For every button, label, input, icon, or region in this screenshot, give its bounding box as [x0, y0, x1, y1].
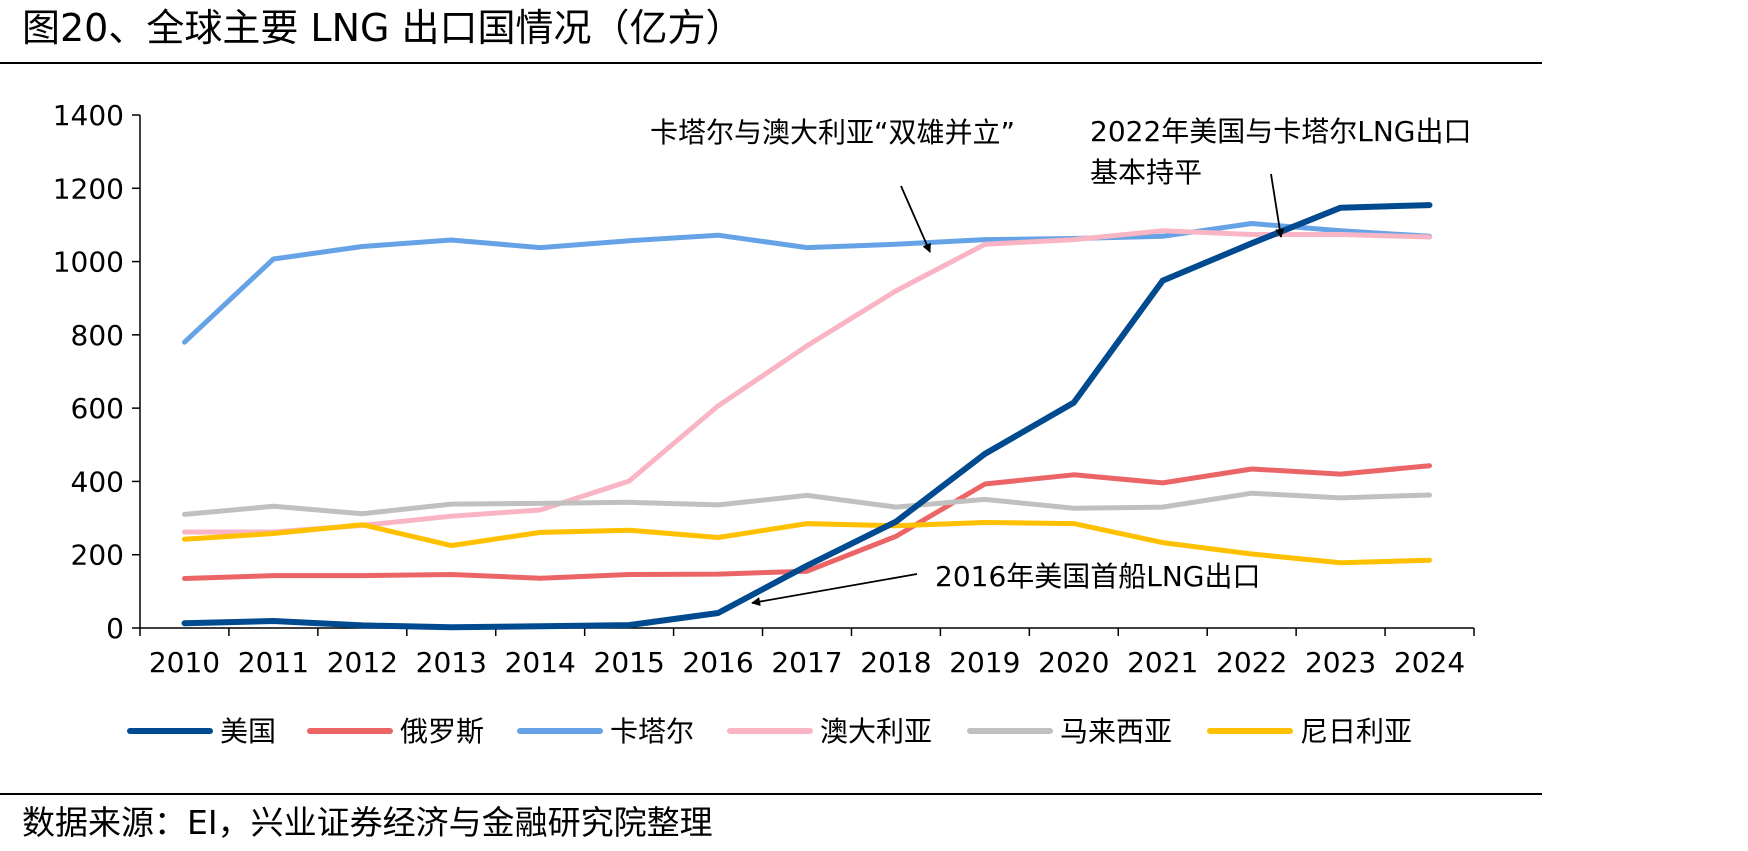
series-line-5	[182, 520, 1432, 566]
annotations: 卡塔尔与澳大利亚“双雄并立” 2022年美国与卡塔尔LNG出口 基本持平 201…	[650, 115, 1472, 607]
legend-label-2: 卡塔尔	[610, 715, 694, 748]
x-tick-label: 2012	[327, 646, 398, 679]
y-tick-label: 800	[71, 319, 124, 352]
series-line-0	[181, 202, 1433, 631]
series-line-1	[182, 463, 1432, 581]
legend-label-3: 澳大利亚	[820, 715, 932, 748]
annotation-2022-line2: 基本持平	[1090, 156, 1202, 189]
chart-title: 图20、全球主要 LNG 出口国情况（亿方）	[22, 6, 744, 50]
x-tick-label: 2024	[1394, 646, 1465, 679]
footer-divider	[0, 793, 1542, 795]
legend: 美国 俄罗斯 卡塔尔 澳大利亚 马来西亚 尼日利亚	[127, 715, 1412, 748]
x-tick-label: 2022	[1216, 646, 1287, 679]
annotation-qatar-australia-arrow	[900, 185, 931, 253]
y-tick-label: 400	[71, 465, 124, 498]
x-tick-label: 2020	[1038, 646, 1109, 679]
x-tick-label: 2019	[949, 646, 1020, 679]
y-tick-label: 600	[71, 392, 124, 425]
y-tick-label: 200	[71, 539, 124, 572]
y-tick-label: 0	[106, 612, 124, 645]
y-ticks: 0 200 400 600 800 1000 1200 1400	[53, 99, 140, 645]
series-line-2	[182, 221, 1432, 345]
x-tick-label: 2023	[1305, 646, 1376, 679]
x-tick-label: 2017	[771, 646, 842, 679]
x-tick-label: 2021	[1127, 646, 1198, 679]
title-divider	[0, 62, 1542, 64]
annotation-2016: 2016年美国首船LNG出口	[935, 560, 1261, 593]
y-tick-label: 1400	[53, 99, 124, 132]
x-tick-label: 2011	[238, 646, 309, 679]
x-ticks: 2010 2011 2012 2013 2014 2015 2016 2017 2018 2019…	[139, 628, 1475, 679]
series-line-3	[182, 228, 1432, 535]
x-tick-label: 2013	[416, 646, 487, 679]
y-tick-label: 1200	[53, 172, 124, 205]
source-note: 数据来源：EI，兴业证券经济与金融研究院整理	[22, 803, 713, 842]
y-tick-label: 1000	[53, 246, 124, 279]
legend-label-1: 俄罗斯	[400, 715, 484, 748]
x-tick-label: 2016	[682, 646, 753, 679]
x-tick-label: 2018	[860, 646, 931, 679]
annotation-2022-line1: 2022年美国与卡塔尔LNG出口	[1090, 115, 1472, 148]
legend-label-0: 美国	[220, 715, 276, 748]
annotation-qatar-australia: 卡塔尔与澳大利亚“双雄并立”	[650, 116, 1015, 149]
series-lines	[181, 202, 1433, 631]
x-tick-label: 2014	[505, 646, 576, 679]
x-tick-label: 2015	[594, 646, 665, 679]
x-tick-label: 2010	[149, 646, 220, 679]
annotation-2022-arrow	[1270, 173, 1285, 238]
legend-label-5: 尼日利亚	[1300, 715, 1412, 748]
annotation-2016-arrow	[751, 573, 918, 607]
series-line-4	[182, 490, 1432, 517]
legend-label-4: 马来西亚	[1060, 715, 1172, 748]
